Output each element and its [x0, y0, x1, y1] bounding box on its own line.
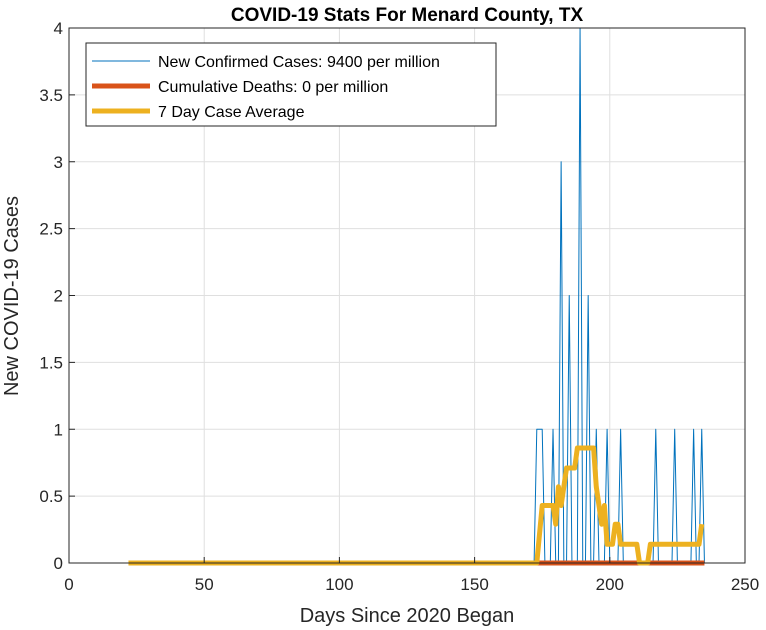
series-line-7day-average [128, 445, 705, 566]
x-tick-label: 50 [195, 575, 214, 594]
legend-entry-7day-average: 7 Day Case Average [158, 104, 305, 121]
y-axis-label: New COVID-19 Cases [1, 196, 23, 396]
axis-ticks: 0 50 100 150 200 250 0 0.5 1 1.5 2 2.5 3 3.5 4 [39, 19, 759, 594]
y-tick-label: 2.5 [39, 220, 63, 239]
y-tick-label: 2 [54, 287, 63, 306]
x-tick-label: 100 [325, 575, 353, 594]
legend: New Confirmed Cases: 9400 per million Cu… [85, 42, 497, 127]
x-tick-label: 150 [460, 575, 488, 594]
chart-title: COVID-19 Stats For Menard County, TX [231, 5, 584, 26]
y-tick-label: 0.5 [39, 487, 63, 506]
legend-entry-deaths: Cumulative Deaths: 0 per million [158, 79, 388, 96]
y-tick-label: 3.5 [39, 86, 63, 105]
x-tick-label: 200 [596, 575, 624, 594]
y-tick-label: 1.5 [39, 353, 63, 372]
legend-box [85, 42, 497, 127]
x-axis-label: Days Since 2020 Began [300, 605, 515, 627]
y-tick-label: 4 [54, 19, 63, 38]
legend-entry-new-cases: New Confirmed Cases: 9400 per million [158, 54, 440, 71]
x-tick-label: 0 [64, 575, 73, 594]
y-tick-label: 3 [54, 153, 63, 172]
y-tick-label: 0 [54, 554, 63, 573]
y-tick-label: 1 [54, 420, 63, 439]
x-tick-label: 250 [731, 575, 759, 594]
